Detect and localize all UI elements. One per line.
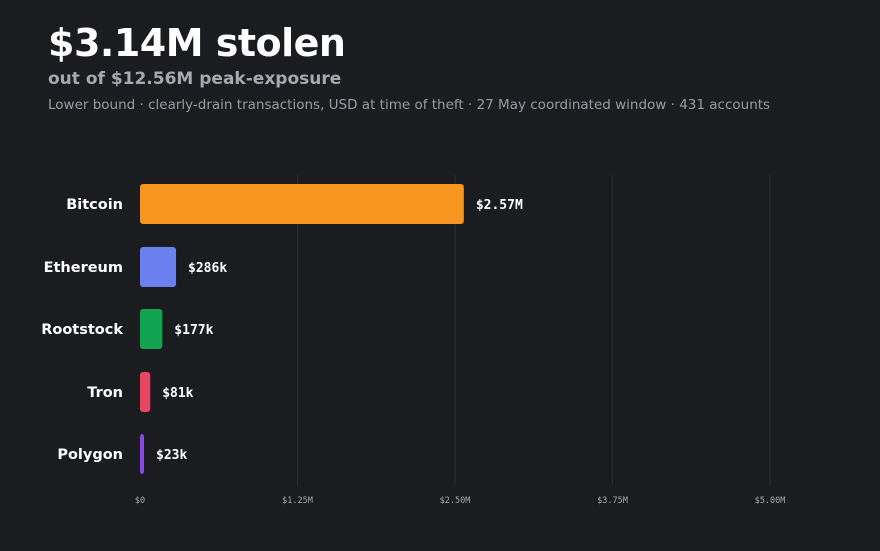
x-tick-label: $3.75M bbox=[597, 496, 628, 506]
subhead: out of $12.56M peak-exposure bbox=[48, 69, 342, 89]
x-tick-label: $2.50M bbox=[440, 496, 471, 506]
headline: $3.14M stolen bbox=[48, 21, 346, 65]
bar-ethereum bbox=[140, 247, 177, 287]
bar-rootstock bbox=[140, 309, 163, 349]
value-label: $286k bbox=[188, 261, 227, 276]
value-label: $23k bbox=[156, 448, 187, 463]
x-tick-label: $5.00M bbox=[755, 496, 786, 506]
category-label: Ethereum bbox=[44, 260, 123, 276]
value-label: $2.57M bbox=[476, 198, 523, 213]
category-label: Tron bbox=[87, 385, 123, 401]
category-label: Bitcoin bbox=[66, 197, 123, 213]
value-label: $81k bbox=[162, 386, 193, 401]
value-label: $177k bbox=[174, 323, 213, 338]
x-tick-label: $1.25M bbox=[282, 496, 313, 506]
category-label: Polygon bbox=[57, 447, 123, 463]
category-label: Rootstock bbox=[41, 322, 123, 338]
bar-tron bbox=[140, 372, 151, 412]
methodology-note: Lower bound · clearly-drain transactions… bbox=[48, 97, 771, 113]
bar-polygon bbox=[140, 434, 144, 474]
bar-bitcoin bbox=[140, 184, 464, 224]
chart-header: $3.14M stolen out of $12.56M peak-exposu… bbox=[48, 18, 868, 115]
x-tick-label: $0 bbox=[135, 496, 145, 506]
